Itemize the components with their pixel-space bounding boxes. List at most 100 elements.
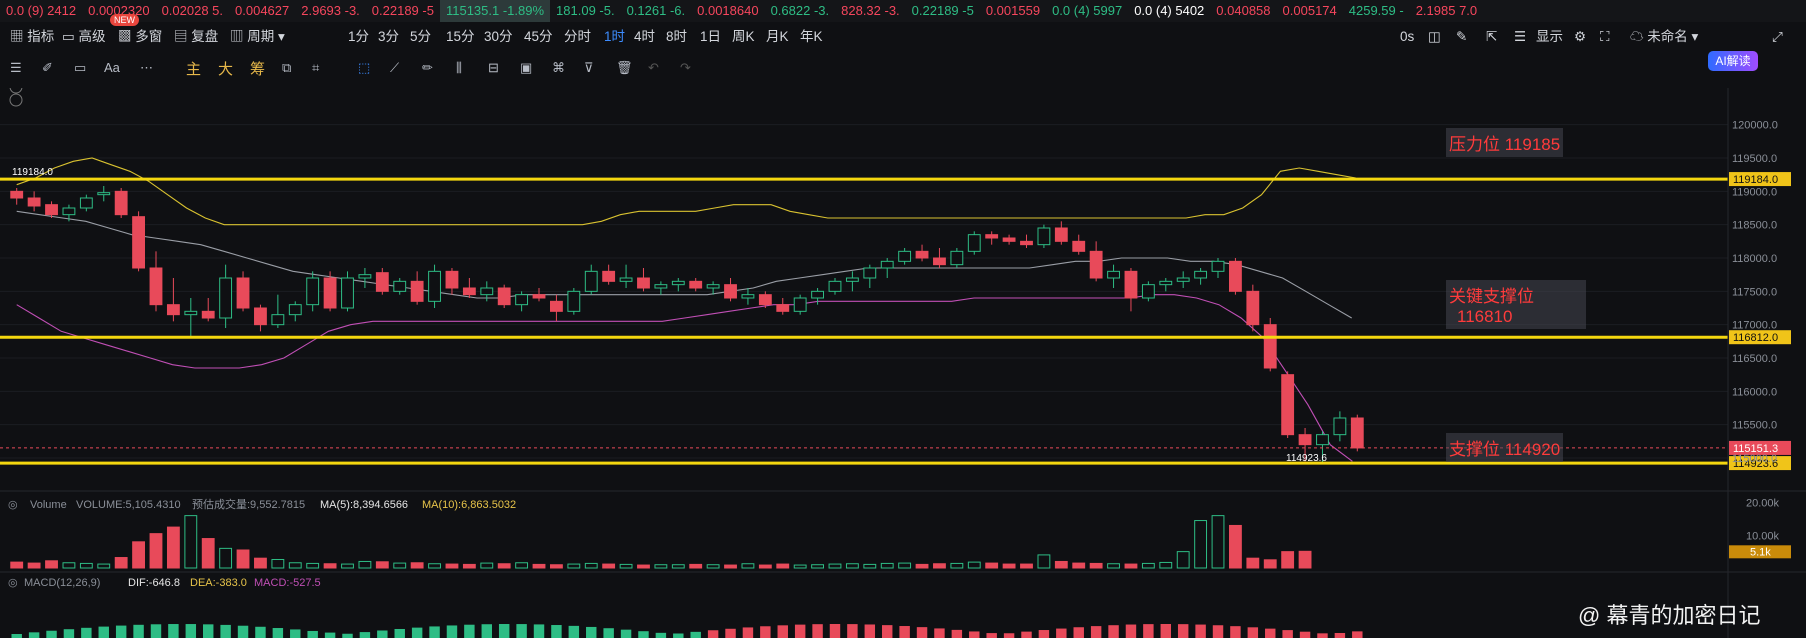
ticker-item[interactable]: 2.1985 7.0 bbox=[1415, 3, 1478, 18]
select-icon[interactable]: ⬚ bbox=[358, 60, 371, 75]
cloud-layout-button[interactable]: ☁ 未命名 ▾ bbox=[1630, 29, 1699, 44]
timeframe-3[interactable]: 15分 bbox=[446, 29, 475, 44]
candle-body bbox=[1333, 417, 1347, 436]
macd-bar bbox=[342, 633, 353, 638]
last-price-tag bbox=[1729, 440, 1791, 455]
line-tool-icon[interactable]: ⟋ bbox=[390, 60, 400, 75]
ai-interpret-button[interactable]: AI解读 bbox=[1708, 51, 1758, 71]
candle-body bbox=[1037, 227, 1051, 246]
macd-bar bbox=[533, 624, 545, 638]
ticker-item[interactable]: 0.004627 bbox=[235, 3, 290, 18]
candle-body bbox=[950, 250, 964, 266]
large-order-button[interactable]: 大 bbox=[218, 61, 234, 78]
macd-bar bbox=[1021, 631, 1032, 638]
chips-button[interactable]: 筹 bbox=[250, 61, 266, 78]
volume-bar bbox=[637, 564, 650, 569]
macd-bar bbox=[1282, 630, 1293, 638]
macd-bar bbox=[760, 626, 771, 638]
ticker-item[interactable]: 181.09 -5. bbox=[556, 3, 615, 18]
magnet-icon[interactable]: ⌘ bbox=[552, 60, 565, 75]
timeframe-12[interactable]: 月K bbox=[766, 29, 789, 44]
ticker-item[interactable]: 0.005174 bbox=[1282, 3, 1337, 18]
trash-icon[interactable]: 🗑 bbox=[616, 60, 633, 75]
ticker-item[interactable]: 0.02028 5. bbox=[161, 3, 224, 18]
volume-bar bbox=[689, 563, 703, 569]
undo-icon[interactable]: ↶ bbox=[648, 60, 659, 75]
volume-bar bbox=[1159, 561, 1173, 569]
settings-icon[interactable]: ⚙ bbox=[1574, 29, 1587, 44]
expand-icon[interactable]: ⤢ bbox=[1772, 29, 1783, 44]
ticker-item[interactable]: 115135.1 -1.89% bbox=[439, 0, 551, 22]
main-indicator-button[interactable]: 主 bbox=[186, 61, 202, 78]
indicators-button[interactable]: ▦ 指标 bbox=[10, 29, 55, 44]
share-icon[interactable]: ⇱ bbox=[1486, 29, 1498, 44]
ticker-item[interactable]: 828.32 -3. bbox=[841, 3, 900, 18]
ticker-item[interactable]: 0.6822 -3. bbox=[770, 3, 830, 18]
menu-icon[interactable]: ☰ bbox=[10, 60, 22, 75]
advanced-button[interactable]: ▭ 高级 NEW bbox=[62, 14, 139, 50]
high-marker: 119184.0 bbox=[12, 167, 53, 178]
pen-icon[interactable]: ✎ bbox=[1456, 29, 1468, 44]
timeframe-10[interactable]: 1日 bbox=[700, 29, 722, 44]
timeframe-2[interactable]: 5分 bbox=[410, 29, 432, 44]
timeframe-5[interactable]: 45分 bbox=[524, 29, 553, 44]
filter-icon[interactable]: ⊽ bbox=[584, 60, 594, 75]
price-tick-label: 115500.0 bbox=[1732, 420, 1777, 432]
volume-bar bbox=[933, 563, 946, 569]
copy-icon[interactable]: ⧉ bbox=[282, 60, 292, 75]
ticker-item[interactable]: 0.0 (9) 2412 bbox=[6, 3, 77, 18]
ruler-icon[interactable]: ✐ bbox=[42, 60, 53, 75]
ticker-item[interactable]: 0.0018640 bbox=[697, 3, 759, 18]
note-icon[interactable]: ▣ bbox=[520, 60, 533, 75]
replay-button[interactable]: ▤ 复盘 bbox=[174, 29, 219, 44]
ticker-item[interactable]: 2.9693 -3. bbox=[301, 3, 360, 18]
timeframe-toolbar: ▦ 指标 ▭ 高级 NEW ▩ 多窗 ▤ 复盘 ▥ 周期 ▾ 1分 3分 5分 15分 3… bbox=[0, 14, 1806, 71]
candle-body bbox=[288, 304, 302, 316]
volume-bar bbox=[706, 564, 720, 569]
timeframe-13[interactable]: 年K bbox=[800, 29, 823, 44]
camera-icon[interactable]: ◫ bbox=[1428, 29, 1441, 44]
volume-bar bbox=[584, 562, 598, 569]
lock-icon[interactable]: ⊟ bbox=[488, 60, 499, 75]
volume-bar bbox=[758, 564, 772, 569]
list-icon[interactable]: ☰ bbox=[1514, 29, 1527, 44]
timeframe-8[interactable]: 4时 bbox=[634, 29, 656, 44]
ticker-item[interactable]: 0.22189 -5 bbox=[911, 3, 974, 18]
macd-bar bbox=[1038, 630, 1050, 638]
volume-bar bbox=[219, 547, 233, 569]
timeframe-6[interactable]: 分时 bbox=[564, 29, 591, 44]
redo-icon[interactable]: ↷ bbox=[680, 60, 691, 75]
candle-body bbox=[306, 277, 320, 306]
brush-icon[interactable]: ✏ bbox=[422, 60, 433, 75]
volume-bar bbox=[654, 564, 668, 569]
timeframe-4[interactable]: 30分 bbox=[484, 29, 513, 44]
ticker-item[interactable]: 0.040858 bbox=[1216, 3, 1271, 18]
timeframe-7[interactable]: 1时 bbox=[604, 29, 626, 44]
timeframe-0[interactable]: 1分 bbox=[348, 29, 370, 44]
candle-body bbox=[1246, 290, 1260, 326]
layout-icon[interactable]: ⛶ bbox=[1600, 29, 1610, 44]
candle-body bbox=[1263, 324, 1277, 369]
vol-label: Volume bbox=[30, 499, 67, 511]
display-button[interactable]: 显示 bbox=[1536, 29, 1563, 44]
volume-bar bbox=[741, 563, 755, 569]
timeframe-1[interactable]: 3分 bbox=[378, 29, 400, 44]
timeframe-11[interactable]: 周K bbox=[732, 29, 755, 44]
ticker-item[interactable]: 0.22189 -5 bbox=[371, 3, 434, 18]
period-button[interactable]: ▥ 周期 ▾ bbox=[230, 29, 285, 44]
ticker-item[interactable]: 0.0 (4) 5997 bbox=[1052, 3, 1123, 18]
ticker-item[interactable]: 0.001559 bbox=[985, 3, 1041, 18]
collapse-icon bbox=[9, 88, 23, 94]
grid-icon[interactable]: ⌗ bbox=[312, 60, 320, 75]
timeframe-9[interactable]: 8时 bbox=[666, 29, 688, 44]
ticker-item[interactable]: 0.0 (4) 5402 bbox=[1134, 3, 1205, 18]
ticker-item[interactable]: 4259.59 - bbox=[1348, 3, 1404, 18]
level-price-tag bbox=[1729, 330, 1791, 345]
multi-window-button[interactable]: ▩ 多窗 bbox=[118, 29, 163, 44]
rectangle-icon[interactable]: ▭ bbox=[74, 60, 87, 75]
more-icon[interactable]: ⋯ bbox=[140, 60, 153, 75]
chart-area[interactable]: 119184.0 116812.0 114923.6 115151.3 119184.0… bbox=[0, 88, 1806, 638]
ticker-item[interactable]: 0.1261 -6. bbox=[626, 3, 686, 18]
text-tool-icon[interactable]: Aa bbox=[104, 60, 120, 75]
bars-icon[interactable]: ⫼ bbox=[456, 60, 462, 75]
